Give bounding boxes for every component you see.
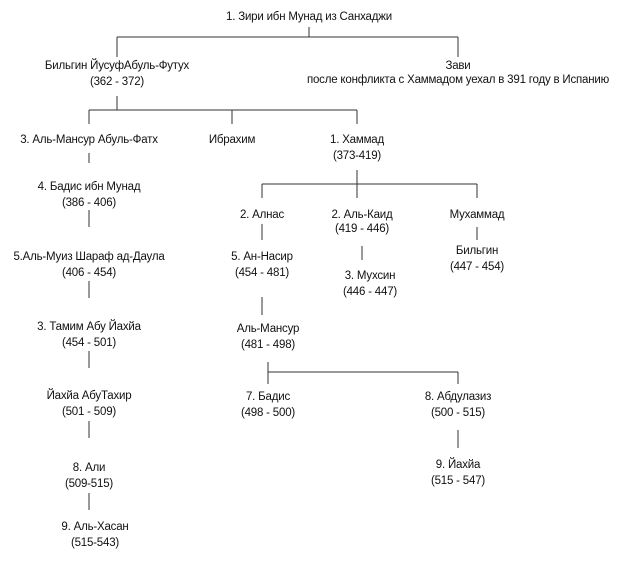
person-name: 3. Аль-Мансур Абуль-Фатх	[20, 134, 158, 146]
node-ali: 8. Али (509-515)	[65, 461, 113, 491]
node-yahya: 9. Йахйа (515 - 547)	[431, 458, 485, 488]
node-alnas: 2. Алнас	[240, 208, 284, 222]
node-al-muiz: 5.Аль-Муиз Шараф ад-Даула (406 - 454)	[13, 250, 164, 280]
reign-years: (447 - 454)	[449, 261, 505, 273]
reign-years: (515-543)	[70, 537, 120, 549]
person-name: 5.Аль-Муиз Шараф ад-Даула	[13, 251, 165, 263]
person-name: 3. Тамим Абу Йахйа	[37, 321, 141, 333]
node-al-hasan: 9. Аль-Хасан (515-543)	[61, 520, 128, 550]
person-name: Зави	[445, 60, 471, 72]
node-al-kaid: 2. Аль-Каид (419 - 446)	[331, 208, 392, 236]
reign-years: (454 - 501)	[61, 337, 117, 349]
node-badis-ibn-munad: 4. Бадис ибн Мунад (386 - 406)	[38, 180, 141, 210]
person-name: 2. Алнас	[239, 209, 285, 221]
node-al-mansur-abul-fath: 3. Аль-Мансур Абуль-Фатх	[20, 133, 158, 147]
reign-years: (481 - 498)	[240, 339, 296, 351]
node-bilgin-yusuf: Бильгин ЙусуфАбуль-Футух (362 - 372)	[45, 59, 189, 89]
reign-years: (498 - 500)	[240, 407, 296, 419]
person-name: Бильгин	[455, 245, 499, 257]
reign-years: (362 - 372)	[89, 76, 145, 88]
node-muhammad: Мухаммад	[450, 208, 505, 222]
reign-years: (454 - 481)	[234, 267, 290, 279]
node-al-mansur: Аль-Мансур (481 - 498)	[236, 322, 300, 352]
person-note: после конфликта с Хаммадом уехал в 391 г…	[306, 74, 610, 86]
node-tamim: 3. Тамим Абу Йахйа (454 - 501)	[37, 320, 141, 350]
person-name: Йахйа АбуТахир	[46, 390, 132, 402]
node-an-nasir: 5. Ан-Насир (454 - 481)	[231, 250, 293, 280]
node-hammad: 1. Хаммад (373-419)	[330, 133, 384, 163]
person-name: 7. Бадис	[245, 391, 290, 403]
person-name: 4. Бадис ибн Мунад	[37, 181, 141, 193]
reign-years: (515 - 547)	[430, 475, 486, 487]
reign-years: (509-515)	[64, 478, 114, 490]
node-zawi: Зави после конфликта с Хаммадом уехал в …	[307, 59, 609, 87]
reign-years: (406 - 454)	[61, 267, 117, 279]
person-name: 3. Мухсин	[344, 270, 396, 282]
node-badis: 7. Бадис (498 - 500)	[241, 390, 295, 420]
person-name: 9. Йахйа	[435, 459, 481, 471]
person-name: 2. Аль-Каид	[331, 209, 393, 221]
reign-years: (419 - 446)	[334, 223, 390, 235]
node-ibrahim: Ибрахим	[208, 133, 256, 147]
person-name: Аль-Мансур	[236, 323, 300, 335]
reign-years: (501 - 509)	[61, 406, 117, 418]
person-name: 5. Ан-Насир	[231, 251, 293, 263]
person-name: 1. Хаммад	[330, 134, 384, 146]
person-name: Мухаммад	[449, 209, 505, 221]
person-name: 8. Абдулазиз	[424, 391, 492, 403]
node-abdulaziz: 8. Абдулазиз (500 - 515)	[425, 390, 491, 420]
person-name: Ибрахим	[208, 134, 256, 146]
node-yahya-abu-tahir: Йахйа АбуТахир (501 - 509)	[47, 389, 132, 419]
node-bilgin: Бильгин (447 - 454)	[450, 244, 504, 274]
reign-years: (446 - 447)	[342, 286, 398, 298]
reign-years: (386 - 406)	[61, 197, 117, 209]
person-name: 1. Зири ибн Мунад из Санхаджи	[226, 11, 392, 23]
person-name: Бильгин ЙусуфАбуль-Футух	[44, 60, 190, 72]
node-muhsin: 3. Мухсин (446 - 447)	[343, 269, 397, 299]
reign-years: (500 - 515)	[430, 407, 486, 419]
reign-years: (373-419)	[332, 150, 382, 162]
node-root: 1. Зири ибн Мунад из Санхаджи	[226, 10, 392, 24]
person-name: 8. Али	[72, 462, 106, 474]
person-name: 9. Аль-Хасан	[61, 521, 129, 533]
